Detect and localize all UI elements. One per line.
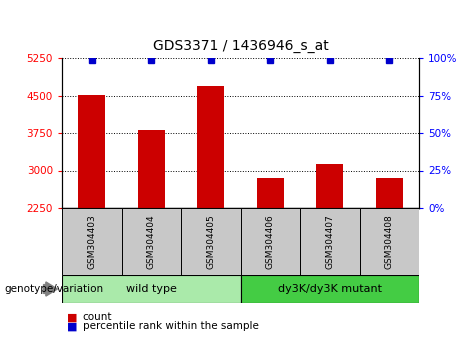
Text: ■: ■ xyxy=(66,321,77,331)
Bar xyxy=(241,275,419,303)
Bar xyxy=(316,164,343,208)
Text: genotype/variation: genotype/variation xyxy=(5,284,104,294)
Bar xyxy=(376,178,402,208)
Bar xyxy=(62,208,122,275)
Bar xyxy=(197,86,224,208)
Text: wild type: wild type xyxy=(126,284,177,294)
Bar xyxy=(257,177,284,208)
Text: GSM304408: GSM304408 xyxy=(385,214,394,269)
Text: count: count xyxy=(83,312,112,321)
Bar xyxy=(62,275,241,303)
Title: GDS3371 / 1436946_s_at: GDS3371 / 1436946_s_at xyxy=(153,39,328,53)
Text: percentile rank within the sample: percentile rank within the sample xyxy=(83,321,259,331)
Bar xyxy=(360,208,419,275)
Bar xyxy=(241,208,300,275)
Text: GSM304406: GSM304406 xyxy=(266,214,275,269)
Bar xyxy=(181,208,241,275)
Text: GSM304405: GSM304405 xyxy=(206,214,215,269)
Text: GSM304403: GSM304403 xyxy=(87,214,96,269)
Text: dy3K/dy3K mutant: dy3K/dy3K mutant xyxy=(278,284,382,294)
Text: ■: ■ xyxy=(66,312,77,322)
Text: GSM304404: GSM304404 xyxy=(147,214,156,269)
Bar xyxy=(78,95,105,208)
Bar xyxy=(300,208,360,275)
Text: GSM304407: GSM304407 xyxy=(325,214,334,269)
Bar xyxy=(138,130,165,208)
Bar xyxy=(122,208,181,275)
